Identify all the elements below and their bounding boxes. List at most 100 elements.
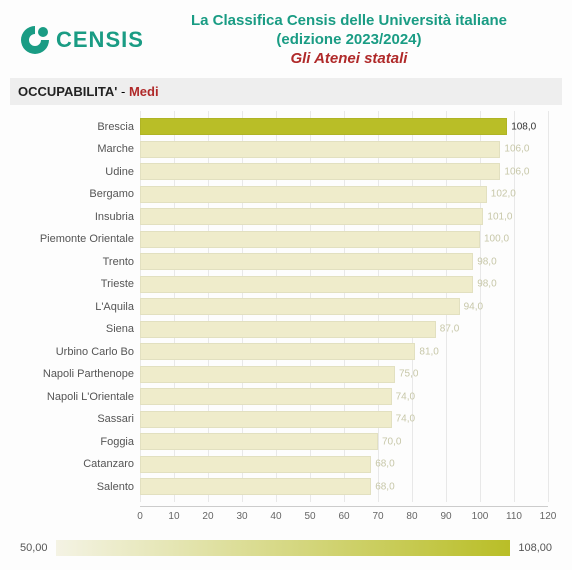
bar bbox=[140, 163, 500, 180]
bar-label: Sassari bbox=[97, 413, 134, 425]
bar-value: 106,0 bbox=[504, 166, 529, 177]
title-block: La Classifica Censis delle Università it… bbox=[144, 12, 554, 68]
bar-value: 102,0 bbox=[491, 189, 516, 200]
bar bbox=[140, 388, 392, 405]
x-tick: 70 bbox=[372, 511, 383, 522]
bar-row: Foggia70,0 bbox=[140, 433, 548, 450]
header: CENSIS La Classifica Censis delle Univer… bbox=[10, 8, 562, 78]
x-tick: 50 bbox=[304, 511, 315, 522]
bar-label: Bergamo bbox=[89, 188, 134, 200]
bar-row: Sassari74,0 bbox=[140, 411, 548, 428]
bar-label: Siena bbox=[106, 323, 134, 335]
x-tick: 100 bbox=[472, 511, 489, 522]
section-main: OCCUPABILITA' bbox=[18, 84, 117, 99]
bar-label: Catanzaro bbox=[83, 458, 134, 470]
bar bbox=[140, 208, 483, 225]
bar-value: 106,0 bbox=[504, 144, 529, 155]
gridline bbox=[548, 111, 549, 502]
bar-label: Brescia bbox=[97, 121, 134, 133]
x-tick: 0 bbox=[137, 511, 143, 522]
bar-value: 75,0 bbox=[399, 369, 418, 380]
bar-label: Piemonte Orientale bbox=[40, 233, 134, 245]
censis-logo: CENSIS bbox=[18, 23, 144, 57]
bar-row: Trieste98,0 bbox=[140, 276, 548, 293]
bar-row: Siena87,0 bbox=[140, 321, 548, 338]
bar-value: 100,0 bbox=[484, 234, 509, 245]
bar-row: Urbino Carlo Bo81,0 bbox=[140, 343, 548, 360]
bar bbox=[140, 343, 415, 360]
legend-max: 108,00 bbox=[518, 542, 552, 554]
bar-value: 68,0 bbox=[375, 481, 394, 492]
bar bbox=[140, 456, 371, 473]
bar bbox=[140, 298, 460, 315]
bar-row: Udine106,0 bbox=[140, 163, 548, 180]
bar-label: Napoli Parthenope bbox=[43, 368, 134, 380]
x-tick: 30 bbox=[236, 511, 247, 522]
bar bbox=[140, 231, 480, 248]
bar-value: 108,0 bbox=[511, 121, 536, 132]
bar-value: 101,0 bbox=[487, 211, 512, 222]
x-tick: 110 bbox=[506, 511, 522, 522]
bar-value: 70,0 bbox=[382, 436, 401, 447]
bar bbox=[140, 478, 371, 495]
section-title: OCCUPABILITA' - Medi bbox=[10, 78, 562, 105]
x-tick: 10 bbox=[168, 511, 179, 522]
bar bbox=[140, 253, 473, 270]
bar bbox=[140, 186, 487, 203]
bar-row: Marche106,0 bbox=[140, 141, 548, 158]
bar-value: 94,0 bbox=[464, 301, 483, 312]
bar-value: 74,0 bbox=[396, 414, 415, 425]
bar-row: Insubria101,0 bbox=[140, 208, 548, 225]
bar-value: 81,0 bbox=[419, 346, 438, 357]
plot-area: Brescia108,0 Marche106,0 Udine106,0 Bergamo… bbox=[140, 111, 548, 502]
employability-chart: Brescia108,0Marche106,0Udine106,0Bergamo… bbox=[10, 111, 562, 526]
x-axis: 0102030405060708090100110120 bbox=[140, 506, 548, 526]
bar-row: Salento68,0 bbox=[140, 478, 548, 495]
bar-label: Udine bbox=[105, 166, 134, 178]
censis-logo-text: CENSIS bbox=[56, 27, 144, 53]
bar-label: Napoli L'Orientale bbox=[47, 391, 134, 403]
section-sub: Medi bbox=[129, 84, 159, 99]
title-line1: La Classifica Censis delle Università it… bbox=[144, 12, 554, 31]
bar-label: Insubria bbox=[95, 211, 134, 223]
bar-row: Bergamo102,0 bbox=[140, 186, 548, 203]
bar-row: L'Aquila94,0 bbox=[140, 298, 548, 315]
bar-row: Napoli Parthenope75,0 bbox=[140, 366, 548, 383]
section-sep: - bbox=[117, 84, 129, 99]
bar-row: Brescia108,0 bbox=[140, 118, 548, 135]
x-tick: 80 bbox=[406, 511, 417, 522]
bar-value: 98,0 bbox=[477, 279, 496, 290]
bar-value: 74,0 bbox=[396, 391, 415, 402]
x-tick: 20 bbox=[202, 511, 213, 522]
legend-min: 50,00 bbox=[20, 542, 48, 554]
bar-label: Trento bbox=[103, 256, 134, 268]
bar-label: Salento bbox=[97, 481, 134, 493]
report-container: CENSIS La Classifica Censis delle Univer… bbox=[0, 0, 572, 570]
title-line2: (edizione 2023/2024) bbox=[144, 31, 554, 50]
bar bbox=[140, 321, 436, 338]
censis-logo-icon bbox=[18, 23, 52, 57]
bar-row: Piemonte Orientale100,0 bbox=[140, 231, 548, 248]
bar bbox=[140, 141, 500, 158]
bar-label: Trieste bbox=[101, 278, 134, 290]
bar-value: 87,0 bbox=[440, 324, 459, 335]
x-tick: 60 bbox=[338, 511, 349, 522]
bar-label: Urbino Carlo Bo bbox=[56, 346, 134, 358]
bar-row: Catanzaro68,0 bbox=[140, 456, 548, 473]
x-tick: 90 bbox=[440, 511, 451, 522]
bar-label: Foggia bbox=[100, 436, 134, 448]
title-line3: Gli Atenei statali bbox=[144, 50, 554, 69]
bar-value: 98,0 bbox=[477, 256, 496, 267]
bar-row: Napoli L'Orientale74,0 bbox=[140, 388, 548, 405]
x-tick: 120 bbox=[540, 511, 557, 522]
bar-row: Trento98,0 bbox=[140, 253, 548, 270]
bar bbox=[140, 433, 378, 450]
bar-label: L'Aquila bbox=[95, 301, 134, 313]
bar bbox=[140, 411, 392, 428]
bar-value: 68,0 bbox=[375, 459, 394, 470]
x-tick: 40 bbox=[270, 511, 281, 522]
bar bbox=[140, 276, 473, 293]
bars: Brescia108,0 Marche106,0 Udine106,0 Bergamo… bbox=[140, 111, 548, 502]
bar bbox=[140, 118, 507, 135]
bar bbox=[140, 366, 395, 383]
